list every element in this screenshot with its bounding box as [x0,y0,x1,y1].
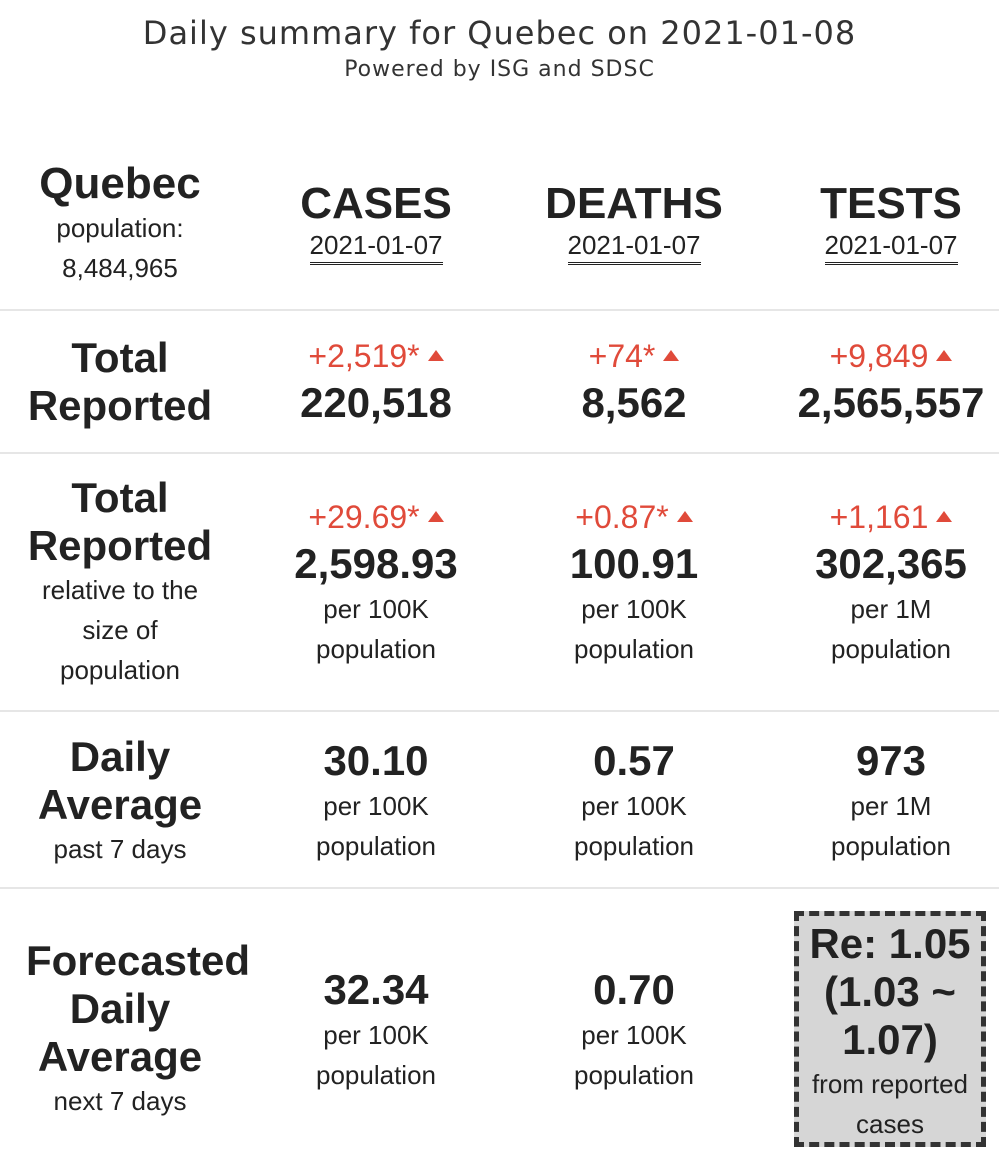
re-value: Re: 1.05 [809,920,971,967]
unit-line: per 100K [323,1020,429,1050]
row-divider [0,710,999,712]
row-label-line: Daily [69,733,171,780]
region-population-label: population: [56,213,184,243]
cases-date-link[interactable]: 2021-01-07 [309,228,443,265]
row-label-line: Daily [69,985,171,1032]
page-title: Daily summary for Quebec on 2021-01-08 [142,14,857,52]
region-name: Quebec [39,159,201,208]
deaths-date-link[interactable]: 2021-01-07 [567,228,701,265]
row-label-daily-average: Daily Average past 7 days [0,733,240,869]
delta-text: +0.87* [575,499,669,535]
unit-line: population [831,831,951,861]
forecast-deaths-value: 0.70 [593,966,675,1013]
total-tests-value: 2,565,557 [797,379,985,426]
unit-line: population [316,1060,436,1090]
forecast-cases-cell: 32.34 per 100K population [250,965,502,1095]
unit-line: per 100K [323,791,429,821]
daily-avg-tests-value: 973 [855,737,927,784]
relative-cases-delta: +29.69* [250,495,502,539]
forecast-deaths-cell: 0.70 per 100K population [508,965,760,1095]
row-label-total: Total Reported [0,334,240,430]
delta-text: +9,849 [829,338,929,374]
column-header-deaths: DEATHS 2021-01-07 [508,180,760,265]
total-deaths-delta: +74* [508,334,760,378]
row-label-line: Reported [27,382,213,429]
row-label-relative: Total Reported relative to the size of p… [0,474,240,690]
re-note-line: from reported [811,1069,969,1099]
triangle-up-icon [936,350,953,362]
re-interval-line: (1.03 ~ [824,968,956,1015]
row-divider [0,452,999,454]
row-label-line: Total [71,334,169,381]
row-divider [0,309,999,311]
unit-line: per 100K [581,1020,687,1050]
total-cases-value: 220,518 [300,379,452,426]
triangle-up-icon [936,511,953,523]
total-cases-cell: +2,519* 220,518 [250,334,502,428]
row-label-line: Total [71,474,169,521]
row-label-line: Reported [27,522,213,569]
region-header: Quebec population: 8,484,965 [0,160,240,288]
daily-avg-cases-cell: 30.10 per 100K population [250,736,502,866]
delta-text: +74* [588,338,656,374]
relative-deaths-delta: +0.87* [508,495,760,539]
row-label-line: Forecasted [25,937,251,984]
unit-line: population [574,634,694,664]
total-tests-cell: +9,849 2,565,557 [766,334,999,428]
row-divider [0,887,999,889]
tests-date-link[interactable]: 2021-01-07 [824,228,958,265]
total-cases-delta: +2,519* [250,334,502,378]
daily-avg-deaths-value: 0.57 [593,737,675,784]
relative-tests-cell: +1,161 302,365 per 1M population [766,495,999,669]
unit-line: population [831,634,951,664]
delta-text: +29.69* [308,499,420,535]
row-note-line: population [60,655,180,685]
total-deaths-cell: +74* 8,562 [508,334,760,428]
cases-header-label: CASES [300,179,452,228]
unit-line: population [316,634,436,664]
row-label-line: Average [37,781,203,828]
column-header-tests: TESTS 2021-01-07 [766,180,999,265]
unit-line: per 100K [323,594,429,624]
triangle-up-icon [427,511,444,523]
total-tests-delta: +9,849 [766,334,999,378]
unit-line: population [316,831,436,861]
delta-text: +1,161 [829,499,929,535]
row-note-line: past 7 days [53,834,187,864]
relative-tests-value: 302,365 [815,540,967,587]
row-label-line: Average [37,1033,203,1080]
page-subtitle: Powered by ISG and SDSC [344,57,655,82]
unit-line: per 100K [581,791,687,821]
triangle-up-icon [427,350,444,362]
column-header-cases: CASES 2021-01-07 [250,180,502,265]
tests-header-label: TESTS [820,179,962,228]
re-interval-line: 1.07) [842,1016,938,1063]
re-note-line: cases [856,1109,924,1139]
forecast-cases-value: 32.34 [323,966,429,1013]
row-note-line: relative to the [41,575,199,605]
unit-line: population [574,1060,694,1090]
unit-line: population [574,831,694,861]
daily-avg-deaths-cell: 0.57 per 100K population [508,736,760,866]
re-estimate-box: Re: 1.05 (1.03 ~ 1.07) from reported cas… [794,911,986,1147]
daily-avg-cases-value: 30.10 [323,737,429,784]
triangle-up-icon [676,511,693,523]
relative-deaths-value: 100.91 [569,540,699,587]
relative-tests-delta: +1,161 [766,495,999,539]
relative-cases-value: 2,598.93 [294,540,458,587]
deaths-header-label: DEATHS [545,179,723,228]
unit-line: per 1M [850,594,932,624]
unit-line: per 1M [850,791,932,821]
daily-avg-tests-cell: 973 per 1M population [766,736,999,866]
row-label-forecast: Forecasted Daily Average next 7 days [0,937,276,1121]
triangle-up-icon [663,350,680,362]
row-note-line: next 7 days [53,1086,187,1116]
relative-cases-cell: +29.69* 2,598.93 per 100K population [250,495,502,669]
total-deaths-value: 8,562 [581,379,687,426]
row-note-line: size of [82,615,158,645]
region-population: 8,484,965 [62,253,178,283]
delta-text: +2,519* [308,338,420,374]
relative-deaths-cell: +0.87* 100.91 per 100K population [508,495,760,669]
unit-line: per 100K [581,594,687,624]
